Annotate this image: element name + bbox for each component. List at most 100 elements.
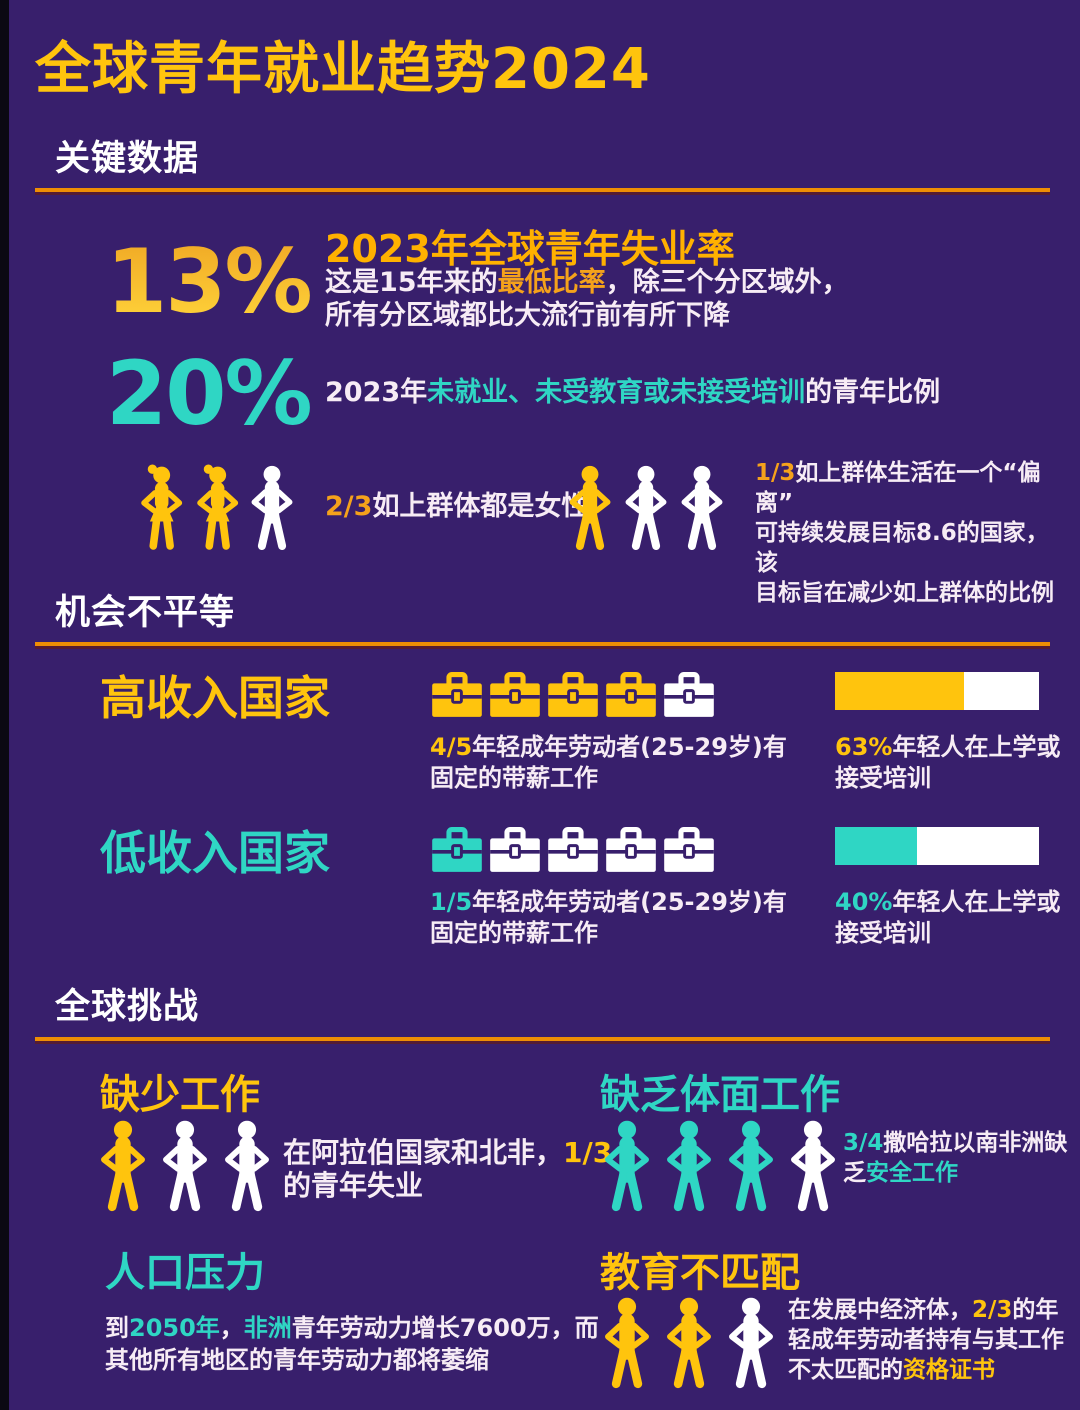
person-icon [163,1120,207,1212]
low-jobs-line2: 固定的带薪工作 [430,919,598,947]
icons-education [598,1295,784,1391]
label-decent-work: 缺乏体面工作 [600,1072,840,1118]
bar-low-income [835,827,1039,865]
edu-post: 的年 [1012,1297,1059,1323]
hi-bar-percent: 63% [835,733,893,761]
edu-fraction: 2/3 [972,1297,1013,1323]
female-text: 如上群体都是女性 [372,491,589,522]
jobs-line2: 的青年失业 [283,1169,424,1202]
low-bar-line2: 接受培训 [835,919,931,947]
bar-high-income [835,672,1039,710]
section-heading-opportunity: 机会不平等 [55,593,236,633]
female-row-text: 2/3如上群体都是女性 [325,490,588,523]
briefcase-row-high-income [430,666,720,724]
edu-pre: 在发展中经济体， [788,1297,972,1323]
section-rule-opportunity [35,642,1050,646]
pop-line2: 其他所有地区的青年劳动力都将萎缩 [105,1346,489,1374]
bar-fill [835,672,964,710]
neet-highlight: 未就业、未受教育或未接受培训 [427,377,806,408]
sdg-line3: 目标旨在减少如上群体的比例 [755,580,1054,606]
text-decent-work: 3/4撒哈拉以南非洲缺 乏安全工作 [843,1128,1080,1188]
desc-pre: 这是15年来的 [325,267,498,298]
icons-decent-work [598,1118,846,1214]
low-jobs-fraction: 1/5 [430,888,473,916]
hi-jobs-line1: 年轻成年劳动者(25-29岁)有 [472,733,787,761]
section-heading-key-data: 关键数据 [55,139,200,179]
text-population: 到2050年，非洲青年劳动力增长7600万，而 其他所有地区的青年劳动力都将萎缩 [105,1312,605,1376]
stat-desc-neet: 2023年未就业、未受教育或未接受培训的青年比例 [325,376,1025,409]
briefcase-icon [548,827,598,872]
person-icon [681,465,723,550]
edu-line3-highlight: 资格证书 [903,1357,995,1383]
stat-desc-unemployment: 这是15年来的最低比率，除三个分区域外， 所有分区域都比大流行前有所下降 [325,266,925,332]
label-lack-of-jobs: 缺少工作 [100,1072,260,1118]
jobs-fraction: 1/3 [563,1136,613,1169]
sdg-icons-row [563,463,731,553]
female-icons-row [133,463,301,553]
edu-line2: 轻成年劳动者持有与其工作 [788,1327,1064,1353]
briefcase-icon [432,672,482,717]
decent-line2-highlight: 安全工作 [866,1160,958,1186]
briefcase-icon [664,672,714,717]
low-bar-line1: 年轻人在上学或 [892,888,1061,916]
neet-pre: 2023年 [325,377,428,408]
briefcase-icon [490,672,540,717]
person-icon [729,1297,773,1389]
page-title: 全球青年就业趋势2024 [35,37,651,102]
person-icon [225,1120,269,1212]
label-high-income: 高收入国家 [100,671,330,725]
low-bar-percent: 40% [835,888,893,916]
left-edge-strip [0,0,9,1410]
text-education: 在发展中经济体，2/3的年 轻成年劳动者持有与其工作 不太匹配的资格证书 [788,1295,1078,1385]
bar-caption-high-income: 63%年轻人在上学或 接受培训 [835,732,1065,794]
text-lack-of-jobs: 在阿拉伯国家和北非，1/3 的青年失业 [283,1136,663,1202]
sdg-line1: 如上群体生活在一个“偏离” [755,460,1041,516]
icons-lack-of-jobs [94,1118,280,1214]
person-icon [251,465,293,550]
hi-bar-line2: 接受培训 [835,764,931,792]
hi-jobs-line2: 固定的带薪工作 [430,764,598,792]
female-fraction: 2/3 [325,491,373,522]
low-jobs-line1: 年轻成年劳动者(25-29岁)有 [472,888,787,916]
stat-value-neet: 20% [106,342,313,445]
briefcase-icon [490,827,540,872]
person-icon [605,1120,649,1212]
person-icon [667,1297,711,1389]
stat-headline-unemployment: 2023年全球青年失业率 [325,227,735,271]
person-icon [625,465,667,550]
sdg-fraction: 1/3 [755,460,796,486]
briefcase-row-low-income [430,821,720,879]
person-icon [605,1297,649,1389]
decent-line2-pre: 乏 [843,1160,866,1186]
label-education: 教育不匹配 [600,1250,800,1296]
bar-fill [835,827,917,865]
decent-fraction: 3/4 [843,1130,884,1156]
person-icon [569,465,611,550]
decent-line1: 撒哈拉以南非洲缺 [883,1130,1068,1156]
caption-high-income-jobs: 4/5年轻成年劳动者(25-29岁)有 固定的带薪工作 [430,732,790,794]
caption-low-income-jobs: 1/5年轻成年劳动者(25-29岁)有 固定的带薪工作 [430,887,790,949]
pop-pre: 到 [105,1314,129,1342]
person-female-icon [197,464,239,550]
person-icon [101,1120,145,1212]
neet-post: 的青年比例 [805,377,941,408]
edu-line3-pre: 不太匹配的 [788,1357,903,1383]
desc-post: ，除三个分区域外， [605,267,849,298]
pop-line1: 青年劳动力增长7600万，而 [291,1314,599,1342]
section-rule-challenges [35,1037,1050,1041]
person-icon [729,1120,773,1212]
person-female-icon [141,464,183,550]
bar-caption-low-income: 40%年轻人在上学或 接受培训 [835,887,1065,949]
person-icon [791,1120,835,1212]
sdg-text: 1/3如上群体生活在一个“偏离” 可持续发展目标8.6的国家，该 目标旨在减少如… [755,458,1065,608]
person-icon [667,1120,711,1212]
jobs-pre: 在阿拉伯国家和北非， [283,1136,564,1169]
section-heading-challenges: 全球挑战 [55,987,200,1027]
section-rule-key-data [35,188,1050,192]
hi-bar-line1: 年轻人在上学或 [892,733,1061,761]
briefcase-icon [606,827,656,872]
pop-year: 2050年 [129,1314,220,1342]
briefcase-icon [606,672,656,717]
briefcase-icon [664,827,714,872]
